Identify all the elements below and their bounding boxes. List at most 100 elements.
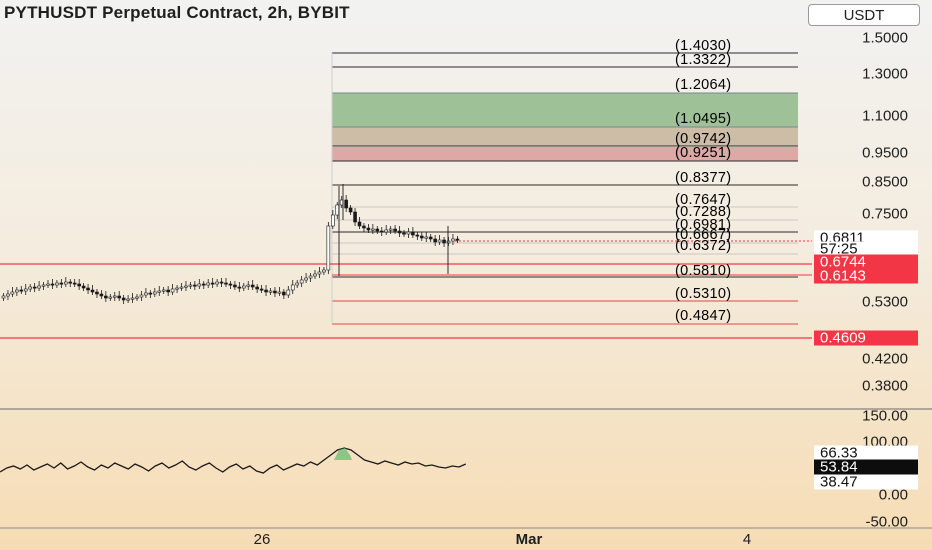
bear-candle [90, 289, 95, 293]
bear-candle [86, 287, 90, 291]
bull-candle [295, 282, 300, 286]
bear-candle [282, 291, 286, 296]
price-axis-label: 1.1000 [862, 107, 908, 125]
bear-candle [415, 234, 420, 237]
bear-candle [366, 227, 371, 231]
candlestick-series[interactable] [1, 184, 460, 304]
price-axis-label: 0.4200 [862, 350, 908, 368]
price-axis-label: 1.5000 [862, 29, 908, 47]
bull-candle [242, 285, 246, 289]
bear-candle [233, 284, 237, 288]
resistance-zone [332, 127, 798, 146]
fib-level-label: (1.3322) [675, 52, 732, 68]
bull-candle [130, 297, 135, 300]
fib-level-label: (1.2064) [675, 77, 732, 93]
price-axis-label: 0.8500 [862, 173, 908, 191]
bull-candle [286, 289, 291, 296]
bull-candle [424, 236, 429, 239]
fib-level-label: (0.7647) [675, 192, 732, 208]
bear-candle [402, 232, 406, 235]
bear-candle [379, 230, 384, 233]
bull-candle [108, 296, 113, 299]
bull-candle [277, 291, 282, 294]
bull-candle [384, 229, 389, 233]
bear-candle [104, 295, 108, 299]
fib-level-label: (0.9251) [675, 145, 732, 161]
bear-candle [237, 286, 242, 289]
osc-axis-label: -50.00 [865, 513, 908, 531]
bar-countdown-tag: 57:25 [814, 241, 918, 257]
bull-candle [179, 286, 184, 289]
fib-level-label: (1.0495) [675, 111, 732, 127]
time-axis-label: Mar [515, 531, 543, 548]
bear-candle [362, 225, 366, 229]
bull-candle [139, 294, 144, 298]
bull-candle [153, 291, 157, 295]
price-axis-label: 1.3000 [862, 65, 908, 83]
bull-candle [326, 225, 331, 271]
currency-selector-button[interactable]: USDT [808, 4, 920, 26]
fib-level-label: (0.6981) [675, 217, 732, 233]
bull-candle [10, 291, 15, 295]
bear-candle [32, 286, 37, 289]
bull-candle [446, 240, 451, 244]
bull-candle [64, 281, 68, 285]
bull-candle [157, 290, 162, 293]
price-axis-label: 0.7500 [862, 205, 908, 223]
osc-upper-band-tag: 66.33 [814, 445, 918, 461]
bear-candle [59, 282, 64, 285]
bear-candle [419, 235, 424, 239]
bear-candle [442, 239, 446, 244]
bull-candle [188, 284, 193, 287]
bull-candle [23, 288, 28, 292]
fib-level-label: (0.6667) [675, 227, 732, 243]
bull-candle [215, 281, 219, 285]
chart-title: PYTHUSDT Perpetual Contract, 2h, BYBIT [4, 3, 350, 22]
bull-candle [246, 284, 251, 287]
oscillator-line[interactable] [0, 447, 467, 474]
bull-candle [299, 279, 304, 284]
bull-candle [451, 238, 455, 242]
stop-zone [332, 147, 798, 161]
bear-candle [228, 283, 233, 286]
bear-candle [357, 221, 362, 227]
bull-candle [308, 275, 313, 279]
level-lower-tag: 0.4609 [814, 330, 918, 346]
bull-candle [161, 289, 166, 292]
level-upper-tag: 0.6744 [814, 254, 918, 270]
bear-candle [95, 291, 99, 295]
bear-candle [166, 289, 170, 293]
time-axis-label: 4 [742, 531, 752, 548]
bear-candle [219, 281, 224, 284]
bull-candle [290, 284, 295, 291]
price-axis-label: 0.9500 [862, 144, 908, 162]
bear-candle [264, 289, 268, 293]
bear-candle [210, 282, 215, 285]
bull-candle [37, 285, 41, 289]
osc-lower-band-tag: 38.47 [814, 474, 918, 490]
bull-candle [6, 293, 10, 297]
osc-axis-label: 150.00 [862, 407, 908, 425]
fib-level-label: (0.7288) [675, 204, 732, 220]
osc-axis-label: 0.00 [878, 486, 908, 504]
bull-candle [268, 290, 273, 293]
fib-level-label: (0.4847) [675, 308, 732, 324]
overbought-fill [334, 448, 352, 460]
bull-candle [15, 289, 19, 293]
bear-candle [433, 238, 437, 243]
bull-candle [322, 269, 326, 273]
bull-candle [175, 287, 179, 290]
fib-level-label: (0.9742) [675, 131, 732, 147]
bear-candle [259, 288, 264, 291]
bull-candle [304, 277, 308, 281]
bear-candle [348, 207, 353, 213]
fib-level-label: (0.6372) [675, 238, 732, 254]
bear-candle [19, 289, 24, 292]
bull-candle [197, 283, 202, 287]
bear-candle [428, 236, 433, 240]
bull-candle [55, 282, 59, 286]
bear-candle [81, 285, 86, 289]
bull-candle [135, 296, 139, 299]
fib-level-label: (0.5310) [675, 286, 732, 302]
